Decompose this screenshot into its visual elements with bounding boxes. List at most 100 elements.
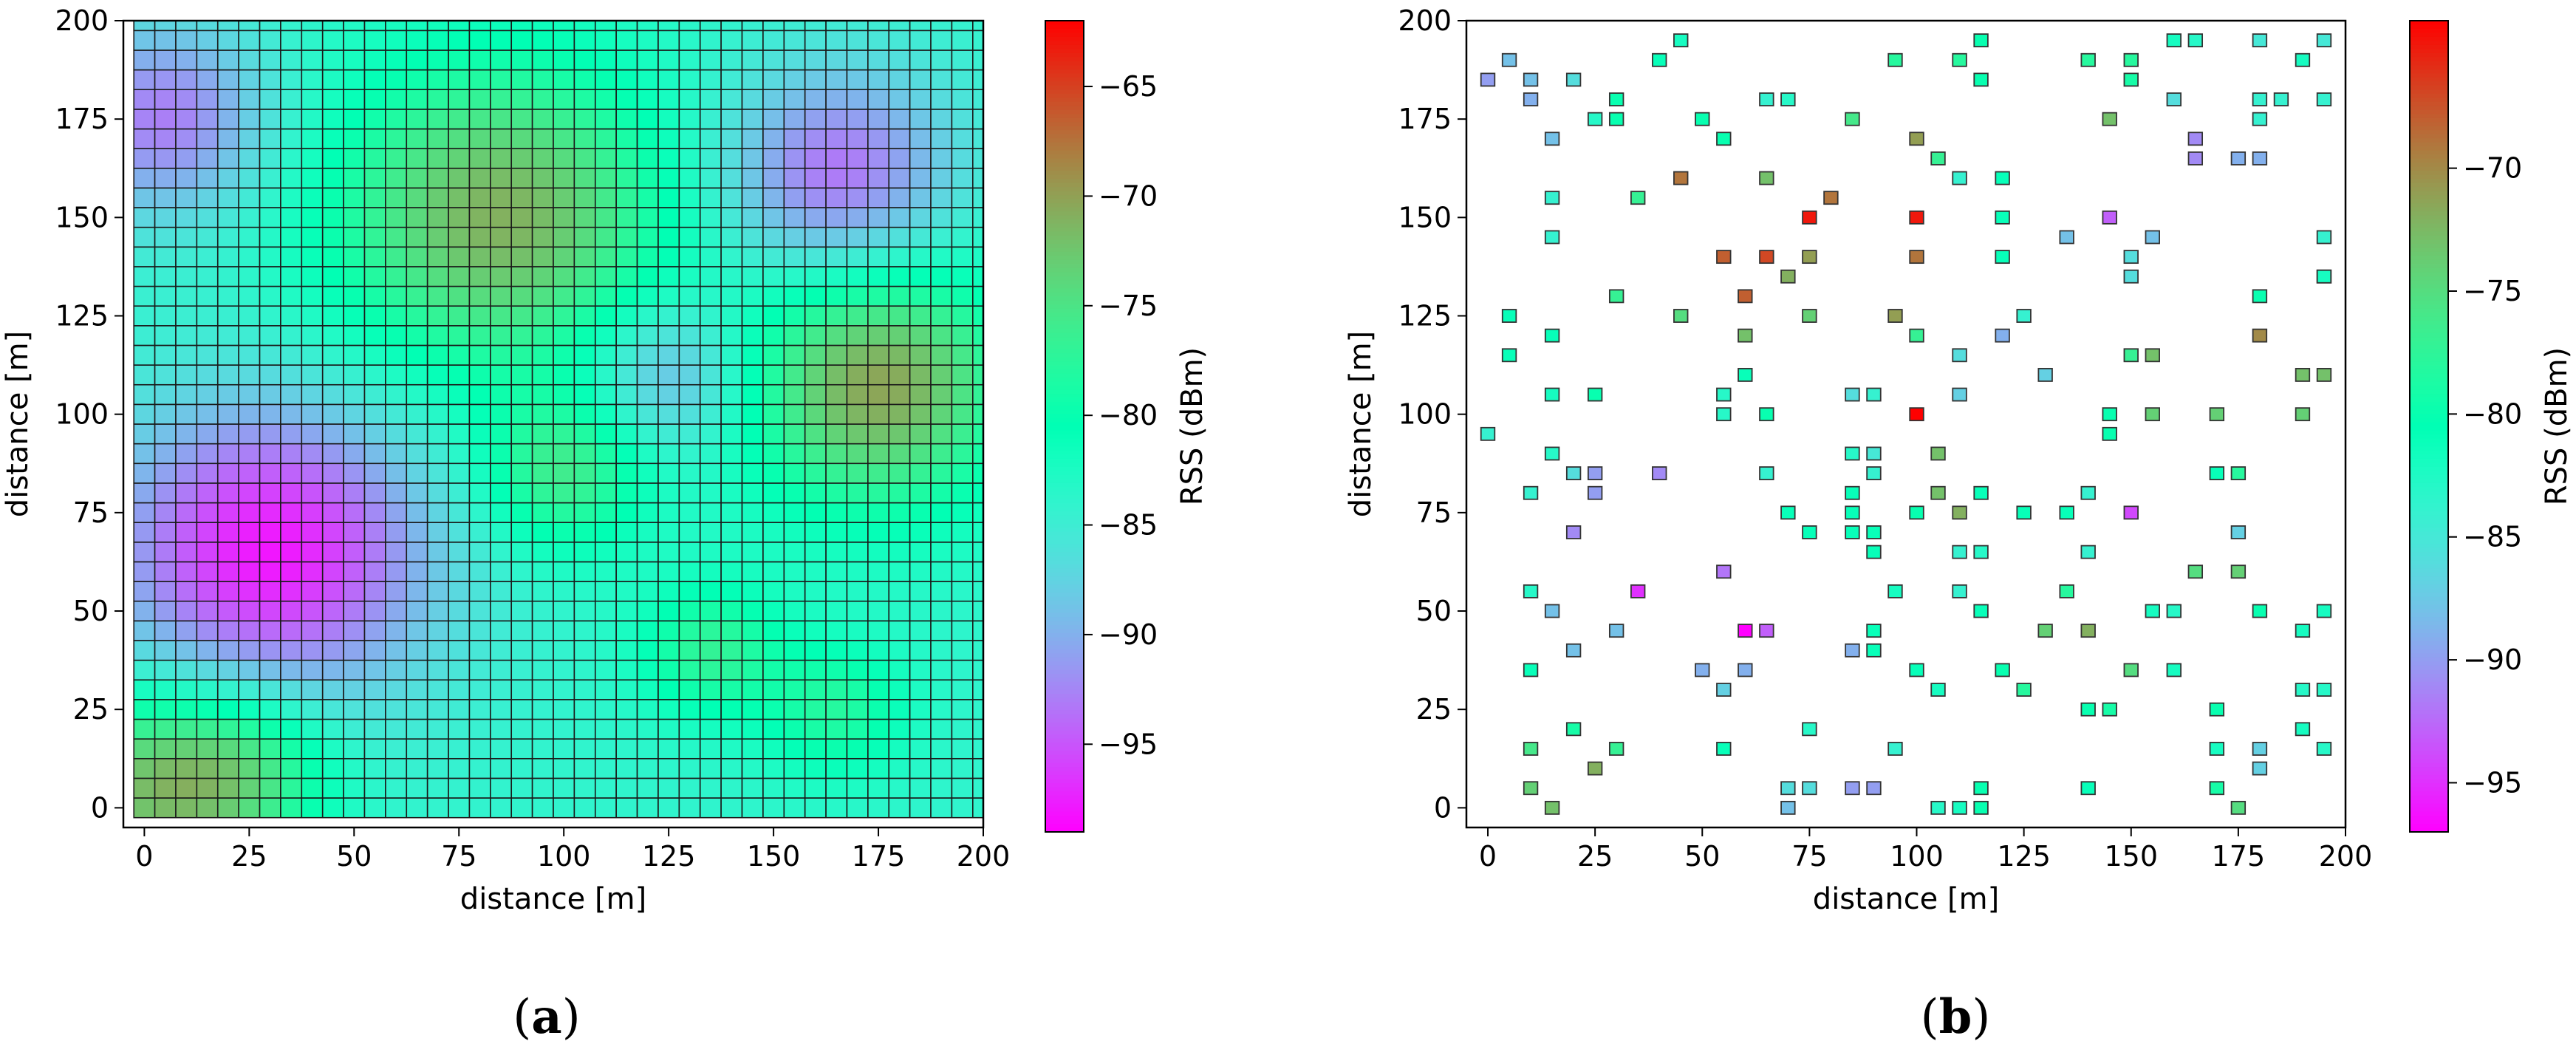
colorbar-segment: [1045, 523, 1084, 528]
heatmap-cell: [930, 20, 953, 32]
y-tick-label: 0: [1434, 791, 1452, 824]
heatmap-cell: [426, 207, 449, 228]
heatmap-cell: [909, 482, 932, 504]
heatmap-cell: [363, 383, 386, 406]
heatmap-cell: [720, 266, 743, 287]
scatter-point: [1523, 584, 1539, 598]
heatmap-cell: [238, 620, 261, 641]
heatmap-cell: [321, 699, 344, 720]
colorbar-segment: [1045, 746, 1084, 751]
heatmap-cell: [321, 659, 344, 681]
colorbar-segment: [1045, 479, 1084, 484]
heatmap-cell: [720, 659, 743, 681]
heatmap-cell: [720, 30, 743, 51]
heatmap-cell: [930, 207, 953, 228]
heatmap-cell: [154, 364, 177, 386]
heatmap-cell: [972, 777, 984, 799]
heatmap-cell: [825, 403, 848, 425]
colorbar-segment: [2410, 117, 2448, 123]
heatmap-cell: [490, 187, 513, 208]
heatmap-cell: [280, 305, 303, 327]
colorbar-segment: [2410, 332, 2448, 338]
heatmap-cell: [846, 757, 869, 779]
heatmap-cell: [804, 659, 827, 681]
heatmap-cell: [531, 383, 554, 406]
heatmap-cell: [259, 207, 281, 228]
heatmap-cell: [972, 167, 984, 189]
colorbar-segment: [2410, 259, 2448, 264]
scatter-point: [2252, 92, 2268, 106]
heatmap-cell: [301, 797, 324, 819]
colorbar-segment: [2410, 243, 2448, 249]
heatmap-cell: [216, 167, 239, 189]
heatmap-cell: [636, 325, 659, 347]
heatmap-cell: [280, 542, 303, 563]
heatmap-cell: [657, 561, 680, 582]
heatmap-cell: [699, 266, 722, 287]
heatmap-cell: [343, 148, 366, 169]
heatmap-cell: [762, 797, 785, 819]
heatmap-cell: [699, 50, 722, 71]
heatmap-cell: [154, 443, 177, 465]
colorbar-segment: [1045, 503, 1084, 508]
heatmap-cell: [762, 679, 785, 700]
heatmap-cell: [783, 207, 806, 228]
heatmap-cell: [321, 482, 344, 504]
scatter-point: [2209, 407, 2225, 422]
heatmap-cell: [196, 659, 219, 681]
colorbar-segment: [1045, 280, 1084, 285]
heatmap-cell: [238, 187, 261, 208]
scatter-point: [2123, 72, 2139, 87]
colorbar-segment: [1045, 381, 1084, 386]
heatmap-cell: [741, 679, 764, 700]
panel-label-letter: a: [531, 989, 561, 1045]
scatter-point: [2316, 604, 2332, 618]
colorbar-segment: [2410, 479, 2448, 484]
heatmap-cell: [846, 482, 869, 504]
heatmap-cell: [699, 167, 722, 189]
heatmap-cell: [972, 89, 984, 110]
heatmap-cell: [804, 364, 827, 386]
heatmap-cell: [175, 542, 198, 563]
colorbar-segment: [1045, 803, 1084, 808]
heatmap-cell: [216, 30, 239, 51]
colorbar-segment: [1045, 174, 1084, 180]
colorbar-segment: [2410, 819, 2448, 825]
colorbar-segment: [2410, 588, 2448, 593]
heatmap-cell: [804, 423, 827, 445]
heatmap-cell: [678, 600, 701, 622]
y-tick-label: 50: [1416, 595, 1452, 627]
heatmap-cell: [909, 305, 932, 327]
heatmap-cell: [363, 443, 386, 465]
heatmap-cell: [385, 325, 408, 347]
heatmap-cell: [553, 620, 575, 641]
heatmap-cell: [951, 50, 974, 71]
heatmap-cell: [531, 757, 554, 779]
colorbar-segment: [1045, 378, 1084, 383]
scatter-point: [2016, 683, 2032, 697]
heatmap-cell: [636, 463, 659, 484]
heatmap-cell: [531, 659, 554, 681]
heatmap-cell: [762, 502, 785, 523]
heatmap-cell: [510, 187, 533, 208]
scatter-point: [1565, 643, 1582, 658]
heatmap-cell: [594, 522, 617, 543]
heatmap-cell: [972, 542, 984, 563]
heatmap-cell: [699, 69, 722, 91]
heatmap-cell: [363, 344, 386, 366]
heatmap-cell: [490, 482, 513, 504]
heatmap-cell: [510, 620, 533, 641]
heatmap-cell: [154, 600, 177, 622]
colorbar-segment: [2410, 227, 2448, 233]
heatmap-cell: [741, 718, 764, 740]
heatmap-cell: [448, 50, 471, 71]
heatmap-cell: [930, 246, 953, 267]
heatmap-cell: [678, 699, 701, 720]
heatmap-cell: [154, 148, 177, 169]
colorbar-segment: [2410, 463, 2448, 468]
heatmap-cell: [951, 718, 974, 740]
heatmap-cell: [259, 364, 281, 386]
heatmap-cell: [636, 797, 659, 819]
heatmap-cell: [385, 305, 408, 327]
colorbar-segment: [2410, 621, 2448, 626]
